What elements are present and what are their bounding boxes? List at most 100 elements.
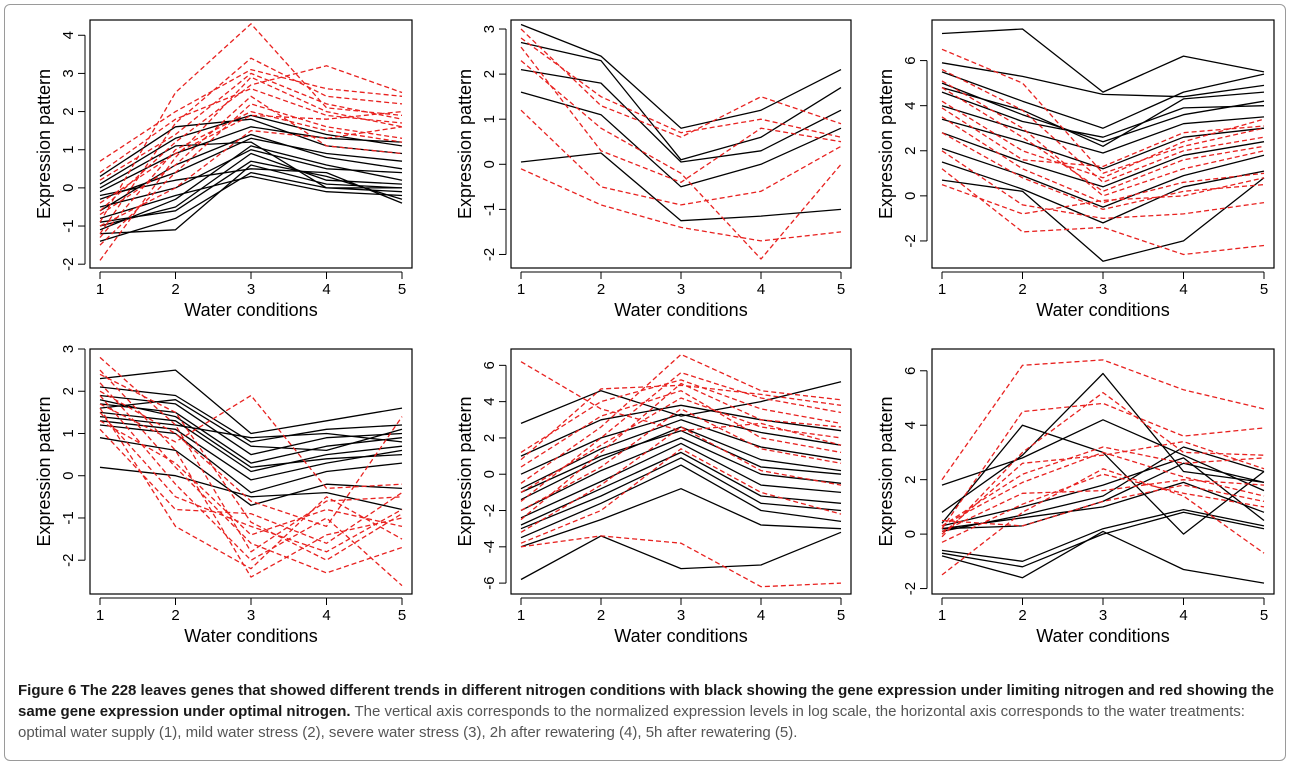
- series-line-optimal: [99, 356, 403, 553]
- series-line-optimal: [99, 369, 403, 578]
- series-line-limiting: [520, 413, 842, 475]
- y-tick-label: 2: [902, 475, 919, 483]
- series-line-optimal: [941, 48, 1265, 174]
- y-axis-title: Expression pattern: [34, 69, 54, 219]
- chart-panel-4: 1 2 3 4 5 Water conditions -2 -1 0 1 2 3 Expression …: [34, 345, 413, 646]
- series-line-optimal: [99, 382, 403, 574]
- series-line-optimal: [520, 390, 842, 468]
- series-line-limiting: [941, 508, 1265, 562]
- series-line-optimal: [99, 103, 403, 246]
- series-line-limiting: [941, 511, 1265, 568]
- series-line-optimal: [941, 468, 1265, 576]
- x-tick-label: 1: [938, 281, 946, 298]
- x-tick-label: 1: [96, 281, 104, 298]
- series-line-optimal: [99, 65, 403, 212]
- series-line-limiting: [520, 419, 842, 490]
- series-line-limiting: [99, 160, 403, 223]
- series-line-optimal: [520, 397, 842, 493]
- x-tick-label: 5: [1260, 281, 1268, 298]
- y-tick-label: 2: [481, 434, 498, 442]
- series-line-limiting: [941, 372, 1265, 513]
- y-axis-title: Expression pattern: [876, 69, 896, 219]
- series-line-limiting: [520, 457, 842, 530]
- series-line-limiting: [99, 437, 403, 506]
- series-line-limiting: [941, 446, 1265, 533]
- series-line-optimal: [99, 373, 403, 561]
- x-axis-title: Water conditions: [1036, 300, 1169, 320]
- series-line-limiting: [941, 147, 1265, 208]
- series-line-optimal: [520, 28, 842, 138]
- series-line-limiting: [520, 426, 842, 501]
- y-tick-label: -2: [481, 504, 498, 517]
- series-line-optimal: [941, 107, 1265, 168]
- y-tick-label: 6: [902, 367, 919, 375]
- series-line-optimal: [99, 23, 403, 223]
- series-line-optimal: [941, 177, 1265, 215]
- series-line-optimal: [941, 446, 1265, 527]
- series-line-limiting: [941, 82, 1265, 143]
- x-tick-label: 2: [171, 607, 179, 624]
- y-tick-label: 4: [902, 102, 919, 110]
- y-axis-title: Expression pattern: [34, 396, 54, 546]
- x-tick-label: 2: [1018, 281, 1026, 298]
- y-tick-label: 2: [60, 387, 77, 395]
- x-tick-label: 5: [837, 281, 845, 298]
- series-line-optimal: [520, 37, 842, 138]
- x-tick-label: 4: [1179, 281, 1187, 298]
- series-line-limiting: [941, 86, 1265, 147]
- series-line-optimal: [520, 353, 842, 484]
- series-line-limiting: [99, 164, 403, 235]
- series-line-limiting: [99, 399, 403, 468]
- series-line-limiting: [99, 466, 403, 511]
- x-tick-label: 4: [1179, 607, 1187, 624]
- series-line-limiting: [99, 415, 403, 443]
- series-line-limiting: [99, 175, 403, 220]
- series-line-optimal: [941, 359, 1265, 481]
- series-line-limiting: [520, 23, 842, 129]
- series-line-limiting: [520, 152, 842, 222]
- series-line-optimal: [941, 479, 1265, 532]
- series-line-limiting: [520, 404, 842, 457]
- chart-panel-1: 1 2 3 4 5 Water conditions -2 -1 0 1 2 3 4 Expression…: [34, 19, 413, 320]
- series-line-optimal: [941, 473, 1265, 543]
- y-tick-label: 6: [902, 56, 919, 64]
- y-tick-label: 1: [481, 115, 498, 123]
- y-tick-label: 1: [60, 146, 77, 154]
- series-line-limiting: [99, 171, 403, 242]
- x-tick-label: 1: [517, 281, 525, 298]
- x-tick-label: 2: [597, 607, 605, 624]
- plot-frame: [931, 348, 1275, 595]
- y-tick-label: 6: [481, 361, 498, 369]
- series-line-optimal: [99, 394, 403, 490]
- y-tick-label: 2: [60, 107, 77, 115]
- y-tick-label: -1: [60, 511, 77, 524]
- y-tick-label: -2: [60, 258, 77, 271]
- x-axis-title: Water conditions: [1036, 626, 1169, 646]
- figure-panels: 1 2 3 4 5 Water conditions -2 -1 0 1 2 3 4 Expression…: [34, 19, 1275, 646]
- x-tick-label: 3: [1099, 607, 1107, 624]
- plot-frame: [510, 348, 852, 595]
- series-line-limiting: [520, 91, 842, 188]
- series-line-optimal: [520, 168, 842, 242]
- y-tick-label: 1: [60, 429, 77, 437]
- series-line-limiting: [941, 481, 1265, 530]
- x-tick-label: 1: [96, 607, 104, 624]
- x-axis-title: Water conditions: [184, 300, 317, 320]
- y-tick-label: 3: [481, 25, 498, 33]
- series-line-optimal: [99, 110, 403, 238]
- series-line-optimal: [99, 72, 403, 181]
- series-line-limiting: [520, 442, 842, 519]
- series-line-optimal: [99, 57, 403, 235]
- series-line-limiting: [941, 457, 1265, 527]
- y-tick-label: 3: [60, 345, 77, 353]
- x-tick-label: 2: [171, 281, 179, 298]
- series-line-limiting: [941, 71, 1265, 129]
- series-line-optimal: [520, 60, 842, 260]
- y-tick-label: 4: [60, 31, 77, 39]
- series-line-limiting: [99, 420, 403, 481]
- x-axis-title: Water conditions: [614, 626, 747, 646]
- series-line-limiting: [520, 437, 842, 512]
- plot-frame: [931, 19, 1275, 269]
- x-tick-label: 3: [247, 607, 255, 624]
- series-line-limiting: [99, 145, 403, 231]
